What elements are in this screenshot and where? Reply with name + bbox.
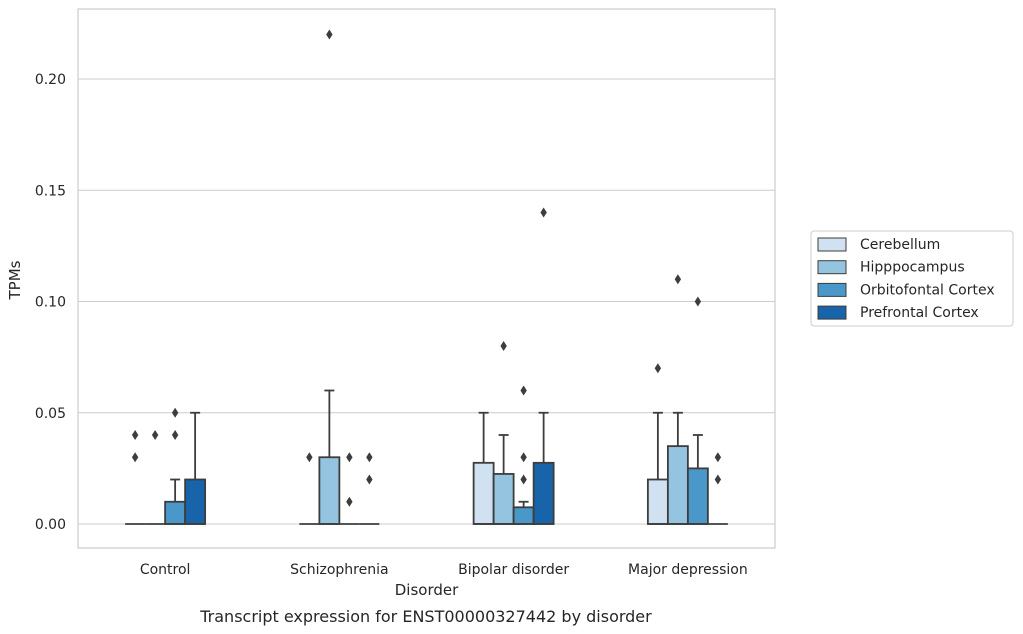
box-layer (125, 29, 728, 525)
legend-label: Cerebellum (860, 237, 940, 253)
box-prefrontal-cortex (359, 452, 380, 525)
box-hipppocampus (492, 341, 515, 525)
x-tick-label: Control (140, 562, 191, 578)
x-tick-label: Major depression (628, 562, 748, 578)
box-hipppocampus (666, 274, 689, 525)
outlier-point (346, 452, 353, 463)
box (184, 478, 207, 525)
y-tick-label: 0.05 (35, 406, 66, 422)
outlier-point (326, 29, 333, 40)
chart-caption: Transcript expression for ENST0000032744… (199, 607, 652, 626)
box-hipppocampus (318, 29, 341, 525)
outlier-point (674, 274, 682, 285)
box (646, 478, 669, 525)
box-cerebellum (125, 430, 146, 525)
box (472, 461, 495, 525)
box-prefrontal-cortex (707, 452, 728, 525)
outlier-point (714, 474, 722, 485)
outlier-point (171, 430, 179, 440)
legend-label: Prefrontal Cortex (860, 305, 979, 321)
y-tick-label: 0.00 (35, 517, 66, 533)
outlier-point (520, 474, 527, 485)
y-tick-label: 0.15 (35, 183, 66, 199)
box-cerebellum (646, 363, 669, 525)
box (686, 467, 709, 525)
outlier-point (654, 363, 662, 374)
outlier-point (366, 474, 373, 485)
x-tick-label: Schizophrenia (290, 562, 388, 578)
legend: Cerebellum Hipppocampus Orbitofontal Corte… (810, 230, 1014, 327)
box (318, 456, 341, 525)
box-cerebellum (472, 411, 495, 525)
outlier-point (694, 296, 702, 307)
x-axis-ticks: Control Schizophrenia Bipolar disorder Majo… (140, 562, 748, 578)
y-tick-label: 0.20 (35, 72, 66, 88)
box (666, 445, 689, 525)
legend-swatch (817, 282, 847, 297)
legend-frame (810, 230, 1014, 327)
y-axis-label: TPMs (6, 260, 24, 300)
box-orbitofontal-cortex (512, 385, 535, 525)
box-prefrontal-cortex (184, 411, 207, 525)
outlier-point (366, 452, 373, 463)
outlier-point (540, 207, 547, 218)
y-tick-label: 0.10 (35, 295, 66, 311)
outlier-point (346, 496, 353, 507)
legend-swatch (817, 237, 847, 252)
outlier-point (151, 430, 159, 440)
box (532, 461, 555, 525)
box (512, 506, 535, 525)
legend-label: Orbitofontal Cortex (860, 282, 995, 298)
outlier-point (500, 341, 507, 351)
box-orbitofontal-cortex (339, 452, 360, 525)
x-tick-label: Bipolar disorder (458, 562, 569, 578)
box-cerebellum (299, 452, 320, 525)
outlier-point (131, 452, 139, 463)
plot-frame (77, 8, 776, 549)
box (164, 500, 187, 525)
outlier-point (520, 385, 527, 396)
outlier-point (306, 452, 313, 463)
box (492, 473, 515, 525)
box-orbitofontal-cortex (164, 407, 187, 525)
legend-swatch (817, 260, 847, 275)
outlier-point (714, 452, 722, 463)
outlier-point (171, 407, 179, 418)
box-orbitofontal-cortex (686, 296, 709, 525)
legend-swatch (817, 305, 847, 320)
x-axis-label: Disorder (395, 581, 459, 599)
outlier-point (131, 430, 139, 440)
outlier-point (520, 452, 527, 463)
legend-label: Hipppocampus (860, 260, 965, 276)
box-hipppocampus (145, 430, 166, 525)
box-prefrontal-cortex (532, 207, 555, 525)
y-axis-ticks: 0.00 0.05 0.10 0.15 0.20 (35, 72, 66, 533)
